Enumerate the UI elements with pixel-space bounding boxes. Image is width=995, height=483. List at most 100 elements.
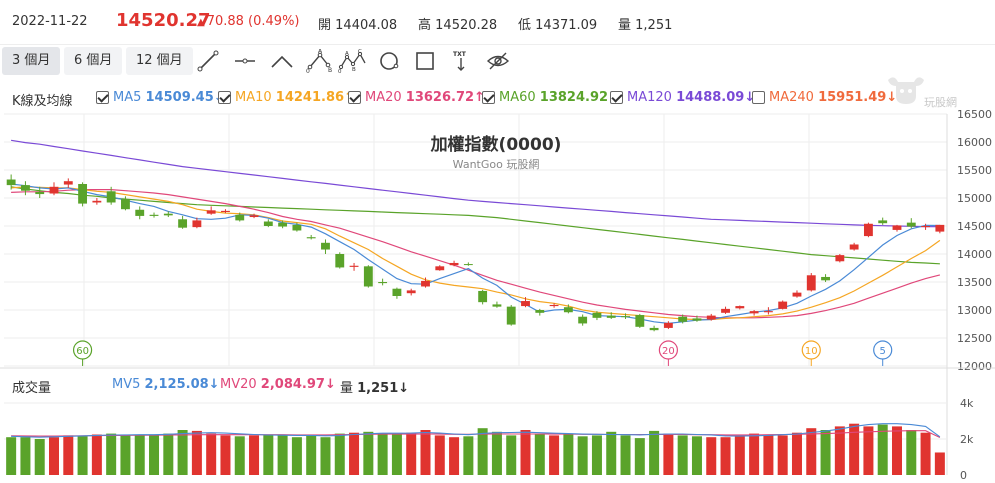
volume-bar	[849, 423, 860, 475]
range-6m-button[interactable]: 6 個月	[64, 47, 123, 75]
abcd-pattern-tool-icon[interactable]: A B 0	[306, 48, 334, 75]
ma-checkbox-ma20[interactable]	[348, 91, 361, 104]
volume-bar	[120, 435, 131, 475]
candle-body	[663, 322, 673, 328]
candle-body	[163, 213, 173, 216]
chart-toolbar: 3 個月 6 個月 12 個月 A B 0 A B C 0 T	[0, 46, 995, 76]
volume-legend-vol: 量 1,251↓	[340, 381, 410, 396]
range-3m-button[interactable]: 3 個月	[2, 47, 61, 75]
candle-body	[263, 221, 273, 226]
candle-body	[606, 315, 616, 318]
volume-bar	[434, 435, 445, 475]
ma-legend-ma60[interactable]: MA60 13824.92↓	[482, 90, 619, 105]
price-tick-label: 16500	[957, 108, 992, 121]
candle-body	[878, 220, 888, 224]
horizontal-line-tool-icon[interactable]	[233, 49, 257, 73]
range-12m-button[interactable]: 12 個月	[126, 47, 193, 75]
ma-checkbox-ma240[interactable]	[752, 91, 765, 104]
candle-body	[635, 315, 645, 327]
trendline-tool-icon[interactable]	[196, 49, 220, 73]
candle-body	[335, 254, 345, 268]
quote-header: 2022-11-22 14520.27 ▲ 70.88 (0.49%) 開 144…	[0, 0, 995, 44]
volume-tick-label: 2k	[960, 433, 974, 446]
volume-bar	[391, 434, 402, 475]
wave-pattern-tool-icon[interactable]: A B C 0	[338, 49, 368, 75]
ma10-line	[11, 186, 941, 321]
svg-text:0: 0	[306, 68, 310, 73]
candle-body	[535, 310, 545, 313]
text-tool-icon[interactable]: TXT	[449, 49, 473, 73]
volume-tick-label: 0	[960, 469, 967, 482]
volume-bar	[634, 438, 645, 475]
ma-legend-ma120[interactable]: MA120 14488.09↓	[610, 90, 755, 105]
candle-body	[149, 214, 159, 216]
open-price: 開 14404.08	[318, 18, 398, 33]
angle-tool-icon[interactable]	[270, 49, 294, 73]
volume-bar	[863, 426, 874, 475]
volume-bar	[20, 437, 31, 475]
ma-checkbox-ma10[interactable]	[218, 91, 231, 104]
price-tick-label: 15000	[957, 192, 992, 205]
volume-bar	[291, 437, 302, 475]
volume-bar	[577, 436, 588, 475]
volume-bar	[649, 430, 660, 475]
volume-bar	[477, 428, 488, 475]
candle-body	[621, 316, 630, 318]
price-change: ▲ 70.88 (0.49%)	[197, 14, 300, 29]
ma-legend-text: MA10 14241.86↑	[235, 90, 355, 105]
price-tick-label: 12500	[957, 332, 992, 345]
candle-body	[435, 266, 445, 271]
candle-body	[692, 318, 702, 321]
quote-date: 2022-11-22	[12, 14, 88, 29]
ma-checkbox-ma120[interactable]	[610, 91, 623, 104]
volume-bar	[520, 430, 531, 475]
volume-bar	[720, 437, 731, 475]
ma-marker-10	[801, 340, 821, 360]
volume-bar	[220, 435, 231, 475]
candle-body	[192, 220, 202, 228]
candle-body	[563, 307, 573, 313]
volume-value: 量 1,251	[618, 18, 673, 33]
candle-body	[835, 255, 845, 262]
rectangle-tool-icon[interactable]	[413, 49, 437, 73]
volume-bar	[177, 430, 188, 475]
volume-bar	[506, 435, 517, 475]
circle-tool-icon[interactable]	[377, 49, 401, 73]
candle-body	[792, 292, 802, 297]
ma-marker-label: 20	[662, 346, 675, 357]
candle-body	[649, 327, 659, 331]
volume-bar	[563, 433, 574, 475]
candle-body	[806, 275, 816, 291]
ma-checkbox-ma5[interactable]	[96, 91, 109, 104]
candle-body	[221, 210, 230, 212]
candle-body	[49, 186, 59, 194]
ma-legend-text: MA20 13626.72↑	[365, 90, 485, 105]
candle-body	[92, 200, 102, 203]
volume-bar	[349, 432, 360, 475]
volume-bar	[691, 436, 702, 475]
ma-legend-ma10[interactable]: MA10 14241.86↑	[218, 90, 355, 105]
volume-bar	[249, 435, 260, 475]
ma-checkbox-ma60[interactable]	[482, 91, 495, 104]
volume-bar	[763, 434, 774, 475]
candle-body	[821, 276, 830, 281]
up-triangle-icon: ▲	[197, 17, 205, 28]
hide-drawings-icon[interactable]	[486, 49, 510, 73]
chart-subtitle: WantGoo 玩股網	[453, 157, 540, 171]
volume-bar	[677, 435, 688, 475]
candle-body	[892, 225, 902, 230]
candle-body	[235, 214, 245, 221]
price-tick-label: 14000	[957, 248, 992, 261]
volume-bar	[306, 435, 317, 475]
candle-body	[249, 215, 259, 218]
low-price: 低 14371.09	[518, 18, 598, 33]
ma-legend-ma240[interactable]: MA240 15951.49↓	[752, 90, 897, 105]
volume-bar	[706, 437, 717, 475]
ma120-line	[11, 139, 940, 228]
ma-legend-ma20[interactable]: MA20 13626.72↑	[348, 90, 485, 105]
ma-legend-ma5[interactable]: MA5 14509.45↓	[96, 90, 225, 105]
candle-body	[578, 316, 588, 324]
svg-text:B: B	[352, 67, 356, 73]
candle-body	[421, 280, 430, 287]
